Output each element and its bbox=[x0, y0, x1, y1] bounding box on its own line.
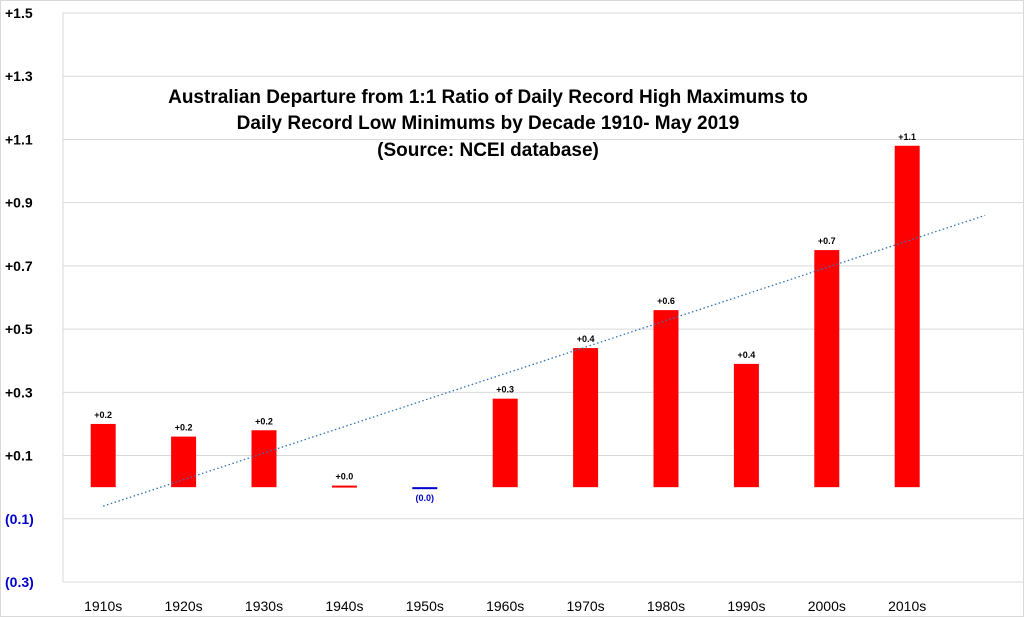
bar bbox=[251, 430, 277, 488]
data-label: +0.4 bbox=[738, 350, 756, 360]
y-tick-label: +0.9 bbox=[5, 195, 33, 211]
bar bbox=[894, 145, 920, 488]
y-tick-label: +1.1 bbox=[5, 131, 33, 147]
chart-title-line-2: Daily Record Low Minimums by Decade 1910… bbox=[237, 113, 740, 134]
x-tick-label: 1930s bbox=[245, 598, 283, 614]
x-tick-label: 2010s bbox=[888, 598, 926, 614]
data-label: +1.1 bbox=[898, 132, 916, 142]
x-tick-label: 1920s bbox=[165, 598, 203, 614]
data-label: +0.0 bbox=[336, 472, 354, 482]
y-tick-label: +1.3 bbox=[5, 68, 33, 84]
chart-title-line-1: Australian Departure from 1:1 Ratio of D… bbox=[168, 87, 808, 108]
y-tick-label: (0.3) bbox=[5, 574, 34, 590]
y-axis-ticks: +1.5 +1.3 +1.1 +0.9 +0.7 +0.5 +0.3 +0.1 (0.1) (0.… bbox=[5, 5, 34, 590]
chart-title-line-3: (Source: NCEI database) bbox=[377, 140, 599, 161]
y-tick-label: +0.1 bbox=[5, 448, 33, 464]
data-label: +0.4 bbox=[577, 334, 595, 344]
trendline bbox=[102, 214, 986, 507]
data-label: +0.7 bbox=[818, 236, 836, 246]
chart-title: Australian Departure from 1:1 Ratio of D… bbox=[168, 87, 808, 161]
bar bbox=[573, 348, 599, 488]
x-tick-label: 1980s bbox=[647, 598, 685, 614]
data-labels: +0.2 +0.2 +0.2 +0.0 (0.0) +0.3 +0.4 +0.6 +0.4 +0.… bbox=[94, 132, 916, 503]
bar bbox=[814, 250, 840, 488]
x-tick-label: 1940s bbox=[325, 598, 363, 614]
x-tick-label: 1990s bbox=[727, 598, 765, 614]
x-tick-label: 1960s bbox=[486, 598, 524, 614]
x-tick-label: 1970s bbox=[567, 598, 605, 614]
x-tick-label: 1950s bbox=[406, 598, 444, 614]
y-tick-label: (0.1) bbox=[5, 511, 34, 527]
y-tick-label: +1.5 bbox=[5, 5, 33, 21]
x-axis-ticks: 1910s 1920s 1930s 1940s 1950s 1960s 1970s 1980s… bbox=[84, 598, 926, 614]
bar bbox=[653, 310, 679, 488]
data-label: +0.2 bbox=[255, 416, 273, 426]
bar bbox=[412, 487, 438, 490]
bar bbox=[331, 485, 357, 488]
bar bbox=[733, 363, 759, 488]
bars bbox=[90, 145, 920, 490]
data-label: +0.3 bbox=[496, 385, 514, 395]
data-label: +0.2 bbox=[94, 410, 112, 420]
data-label: +0.6 bbox=[657, 296, 675, 306]
trendline-group bbox=[102, 214, 986, 507]
x-tick-label: 1910s bbox=[84, 598, 122, 614]
x-tick-label: 2000s bbox=[808, 598, 846, 614]
bar bbox=[90, 423, 116, 488]
data-label: (0.0) bbox=[416, 493, 435, 503]
bar bbox=[492, 398, 518, 488]
y-tick-label: +0.5 bbox=[5, 321, 33, 337]
gridlines bbox=[62, 12, 1023, 583]
data-label: +0.2 bbox=[175, 423, 193, 433]
y-tick-label: +0.7 bbox=[5, 258, 33, 274]
y-tick-label: +0.3 bbox=[5, 384, 33, 400]
bar bbox=[171, 436, 197, 488]
